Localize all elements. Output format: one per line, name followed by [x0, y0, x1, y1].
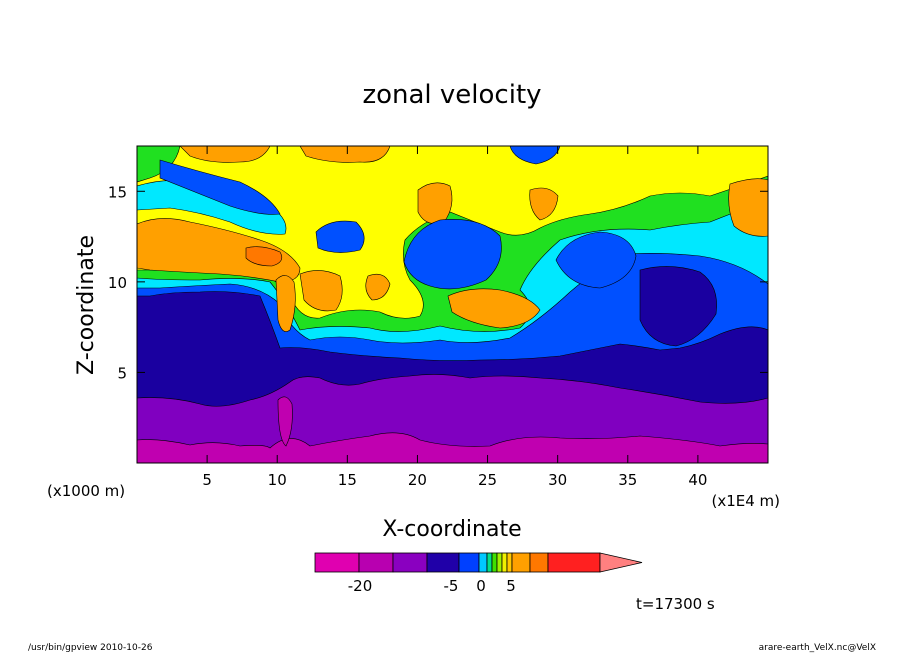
field-weak-negative-lobe2: [555, 231, 637, 289]
colorbar-segment: [529, 552, 549, 573]
x-unit-right: (x1E4 m): [711, 492, 780, 510]
colorbar-segment: [486, 552, 493, 573]
colorbar-segment: [506, 552, 513, 573]
x-unit-left: (x1000 m): [47, 482, 125, 500]
colorbar-segment: [458, 552, 480, 573]
colorbar-segment: [496, 552, 503, 573]
field-strong-positive-right: [728, 178, 768, 237]
colorbar-tick-label: 5: [506, 577, 516, 595]
colorbar-tick-label: -5: [444, 577, 459, 595]
colorbar-ticks: -20 -5 0 5: [348, 577, 516, 595]
field-weak-negative-right: [639, 266, 717, 347]
field-strong-positive-top: [179, 146, 271, 163]
field-strong-positive-mid3: [447, 288, 541, 329]
y-axis-label: Z-coordinate: [74, 235, 99, 375]
field-strong-positive-upper: [299, 146, 391, 163]
field-strong-positive-mid1: [299, 270, 343, 312]
field-weak-negative-left: [159, 159, 281, 215]
field-strong-positive-left: [137, 218, 301, 283]
field-disturbance-pink: [277, 396, 293, 447]
y-tick-label: 5: [117, 364, 127, 382]
field-strong-positive-mid4: [417, 182, 453, 224]
x-ticks: 5 10 15 20 25 30 35 40: [202, 146, 707, 489]
x-tick-label: 40: [688, 471, 707, 489]
field-deep-negative-bottom: [137, 432, 768, 463]
plot-area: 5 10 15 20 25 30 35 40 5 10 15: [108, 145, 769, 489]
colorbar-segment: [547, 552, 601, 573]
x-axis-label: X-coordinate: [382, 517, 521, 542]
colorbar-segment: [491, 552, 498, 573]
x-tick-label: 20: [408, 471, 427, 489]
field-disturbance: [275, 275, 296, 332]
field-weak-negative-lobe3: [315, 220, 365, 253]
x-tick-label: 25: [478, 471, 497, 489]
colorbar-arrow: [599, 552, 643, 573]
plot-frame: [136, 145, 769, 464]
y-ticks: 5 10 15: [108, 183, 768, 382]
y-tick-label: 15: [108, 183, 127, 201]
footer-left: /usr/bin/gpview 2010-10-26: [28, 643, 153, 653]
footer-right: arare-earth_VelX.nc@VelX: [759, 643, 876, 653]
colorbar-tick-label: -20: [348, 577, 373, 595]
x-tick-label: 30: [548, 471, 567, 489]
x-tick-label: 10: [268, 471, 287, 489]
colorbar-segment: [511, 552, 531, 573]
colorbar-segment: [501, 552, 508, 573]
colorbar: [314, 552, 643, 573]
chart-title: zonal velocity: [362, 80, 541, 110]
y-tick-label: 10: [108, 274, 127, 292]
colorbar-segment: [392, 552, 428, 573]
field-strong-positive-mid2: [365, 273, 391, 301]
field-strong-positive-core: [245, 246, 283, 267]
time-label: t=17300 s: [636, 595, 715, 613]
colorbar-segment: [358, 552, 394, 573]
colorbar-segment: [426, 552, 460, 573]
x-tick-label: 15: [338, 471, 357, 489]
colorbar-segment: [478, 552, 488, 573]
x-tick-label: 5: [202, 471, 212, 489]
x-tick-label: 35: [618, 471, 637, 489]
colorbar-segment: [314, 552, 360, 573]
colorbar-tick-label: 0: [476, 577, 486, 595]
field-weak-negative-lobe1: [403, 219, 502, 290]
field-strong-positive-upper2: [529, 187, 559, 221]
